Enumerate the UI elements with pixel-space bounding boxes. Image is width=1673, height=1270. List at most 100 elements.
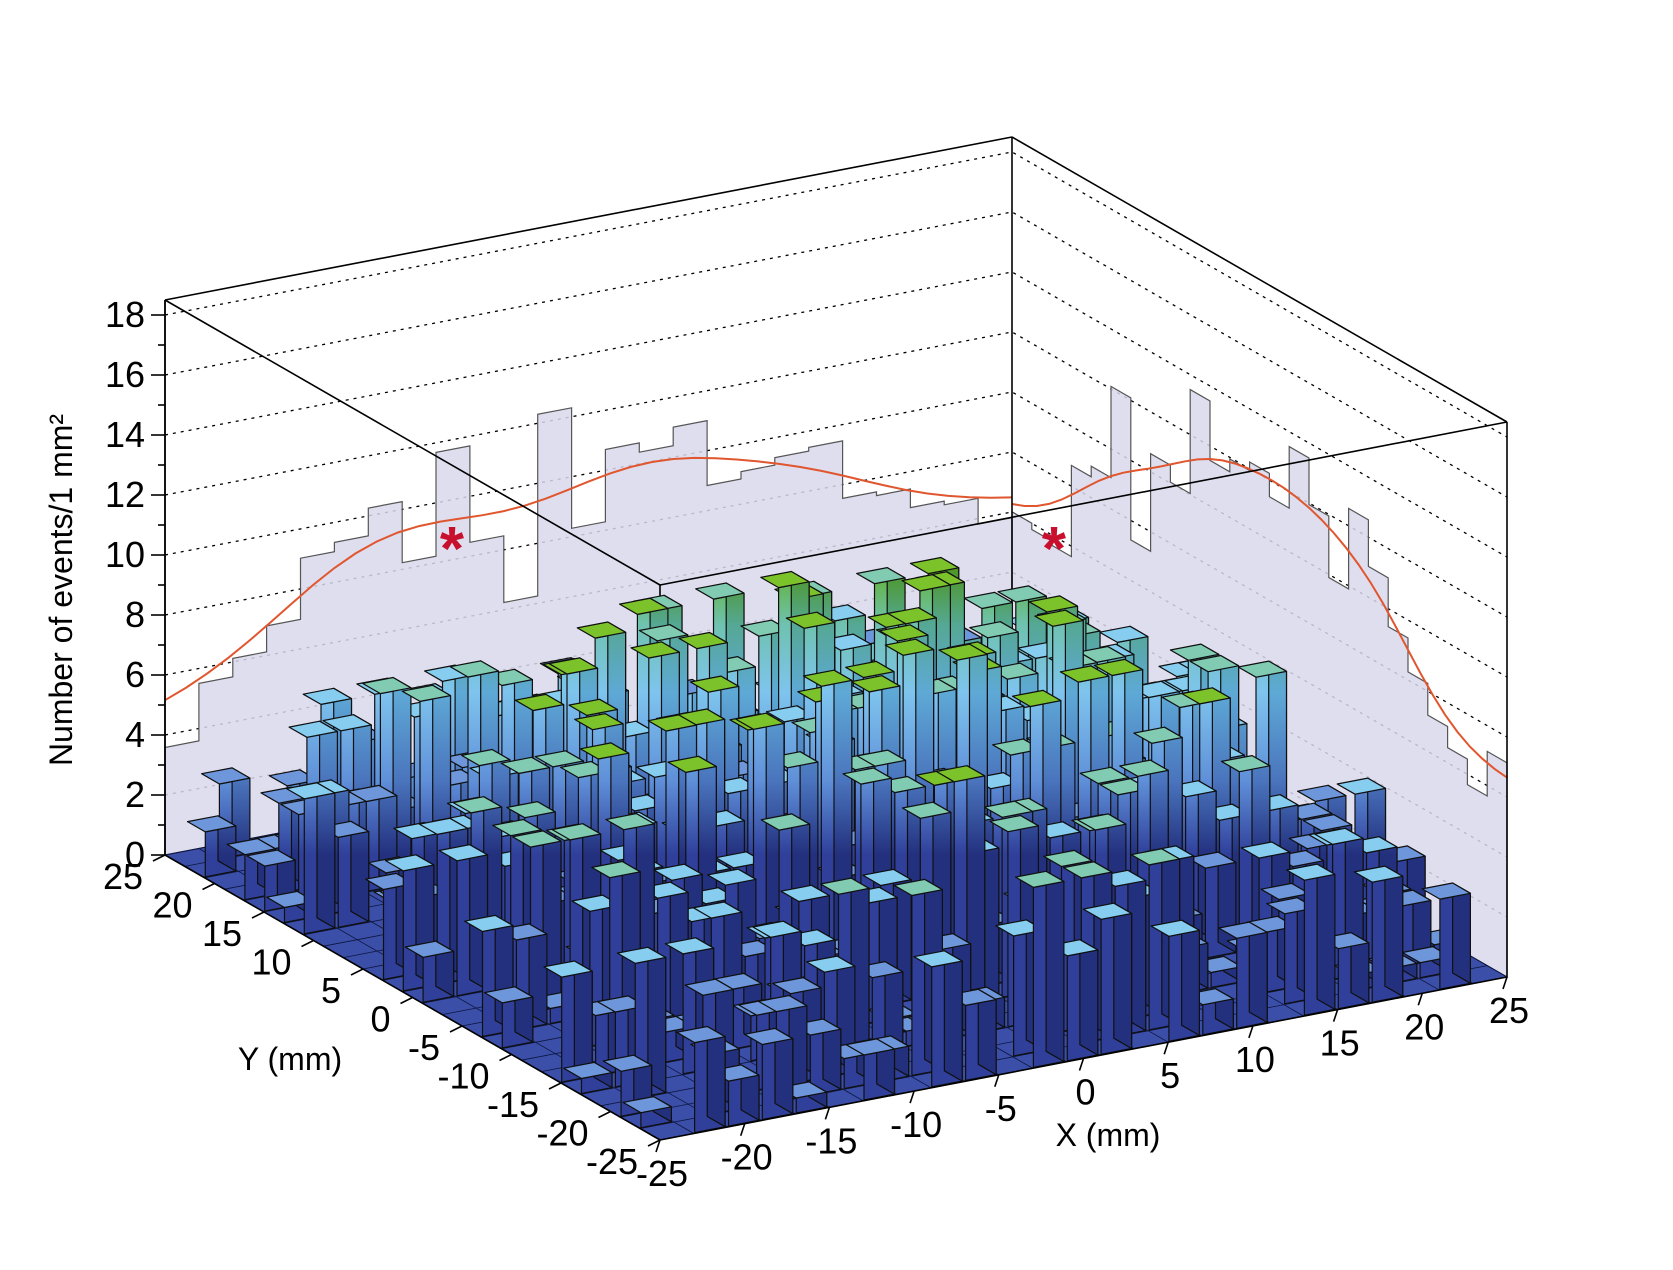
bar (201, 767, 251, 860)
y-tick-label: -20 (536, 1113, 588, 1154)
bar-top-face (347, 784, 398, 803)
bar-top-face (1014, 870, 1065, 889)
bar (1353, 865, 1404, 1003)
proj-right-fit (1011, 457, 1508, 779)
x-axis-label: X (mm) (1056, 1117, 1161, 1153)
bar-top-face (1133, 726, 1183, 744)
bar-top-face (1237, 660, 1288, 678)
bar (709, 1064, 760, 1127)
bar-top-face (1302, 813, 1353, 832)
bar-top-face (760, 813, 811, 831)
bar (1150, 919, 1201, 1042)
frame-edge (659, 421, 1508, 586)
y-tick-label: 25 (103, 856, 143, 897)
bar (543, 960, 593, 1083)
frame-edge (164, 299, 661, 586)
bar-side-face (1113, 902, 1133, 1050)
bar-top-face (845, 660, 895, 679)
bar (1218, 921, 1268, 1029)
x-tick-label: 20 (1404, 1006, 1444, 1047)
bar-top-face (1062, 861, 1113, 879)
bar-top-face (543, 960, 593, 978)
bar-top-face (302, 687, 353, 706)
bar-top-face (735, 712, 785, 730)
bar-top-face (909, 556, 960, 575)
z-tick-label: 6 (125, 654, 145, 695)
bar-top-face (362, 676, 412, 695)
bar-top-face (1285, 863, 1336, 881)
bar-top-face (692, 901, 743, 919)
bar-top-face (856, 566, 906, 585)
bar-top-face (630, 641, 680, 659)
bar-top-face (591, 860, 641, 879)
y-tick (152, 854, 166, 862)
bar-top-face (514, 693, 565, 712)
y-tick-label: 15 (202, 913, 242, 954)
bar-top-face (638, 624, 689, 642)
y-tick-label: 10 (251, 942, 291, 983)
x-tick-label: -15 (805, 1120, 857, 1161)
bar (186, 815, 237, 878)
bar-top-face (605, 812, 655, 831)
bar-top-face (246, 849, 296, 867)
bar (1014, 870, 1065, 1069)
x-tick-label: 25 (1489, 990, 1529, 1031)
bar-top-face (574, 712, 624, 731)
bar-top-face (483, 986, 534, 1004)
x-tick-label: -25 (636, 1153, 688, 1194)
bar-side-face (316, 782, 336, 929)
bar-top-face (1189, 654, 1240, 673)
bar (483, 986, 534, 1049)
bar-top-face (384, 854, 435, 872)
bar-top-face (752, 920, 802, 938)
bar-top-face (288, 720, 338, 738)
bar-top-face (760, 570, 810, 589)
bar-top-face (901, 801, 952, 819)
bar-side-face (1451, 882, 1472, 984)
bar (563, 1061, 613, 1095)
bar-top-face (602, 1054, 653, 1072)
x-tick (1163, 1041, 1169, 1055)
x-tick (909, 1090, 915, 1104)
bar-side-face (1316, 863, 1336, 1011)
y-tick (202, 882, 215, 891)
x-axis: -25 -20 -15 -10 -5 0 5 10 15 20 25 (636, 976, 1529, 1194)
y-tick (449, 1025, 463, 1033)
z-tick-label: 4 (125, 714, 145, 755)
y-tick-label: -10 (437, 1056, 489, 1097)
bar-top-face (1028, 595, 1079, 613)
bar-top-face (534, 750, 585, 768)
projection-markers: * * (440, 515, 1067, 584)
x-tick (655, 1139, 661, 1153)
bar-top-face (893, 878, 944, 897)
bar-side-face (1248, 921, 1268, 1024)
bar-top-face (1130, 848, 1181, 866)
x-tick (1502, 976, 1508, 990)
bar-top-face (969, 621, 1019, 639)
y-axis-label: Y (mm) (238, 1041, 342, 1077)
bar-top-face (492, 818, 542, 837)
z-tick-label: 0 (125, 834, 145, 875)
bar-top-face (1336, 777, 1387, 795)
bar-top-face (1098, 625, 1149, 644)
bar-top-face (785, 611, 836, 629)
bar-top-face (616, 946, 667, 965)
bar-top-face (461, 748, 511, 767)
bar-top-face (743, 1027, 794, 1046)
bar-side-face (1079, 939, 1099, 1056)
bar-top-face (850, 675, 901, 693)
bar-top-face (935, 765, 986, 783)
bar-top-face (401, 684, 452, 703)
bar-top-face (551, 823, 602, 841)
y-tick (499, 1053, 512, 1062)
bar (676, 1025, 726, 1134)
bar-top-face (1181, 687, 1231, 705)
bar-side-face (1217, 851, 1237, 954)
x-tick-label: -5 (985, 1088, 1017, 1129)
bar-top-face (1240, 841, 1291, 859)
x-tick-label: 10 (1235, 1039, 1275, 1080)
bar-top-face (689, 675, 740, 693)
bar-top-face (805, 955, 856, 973)
